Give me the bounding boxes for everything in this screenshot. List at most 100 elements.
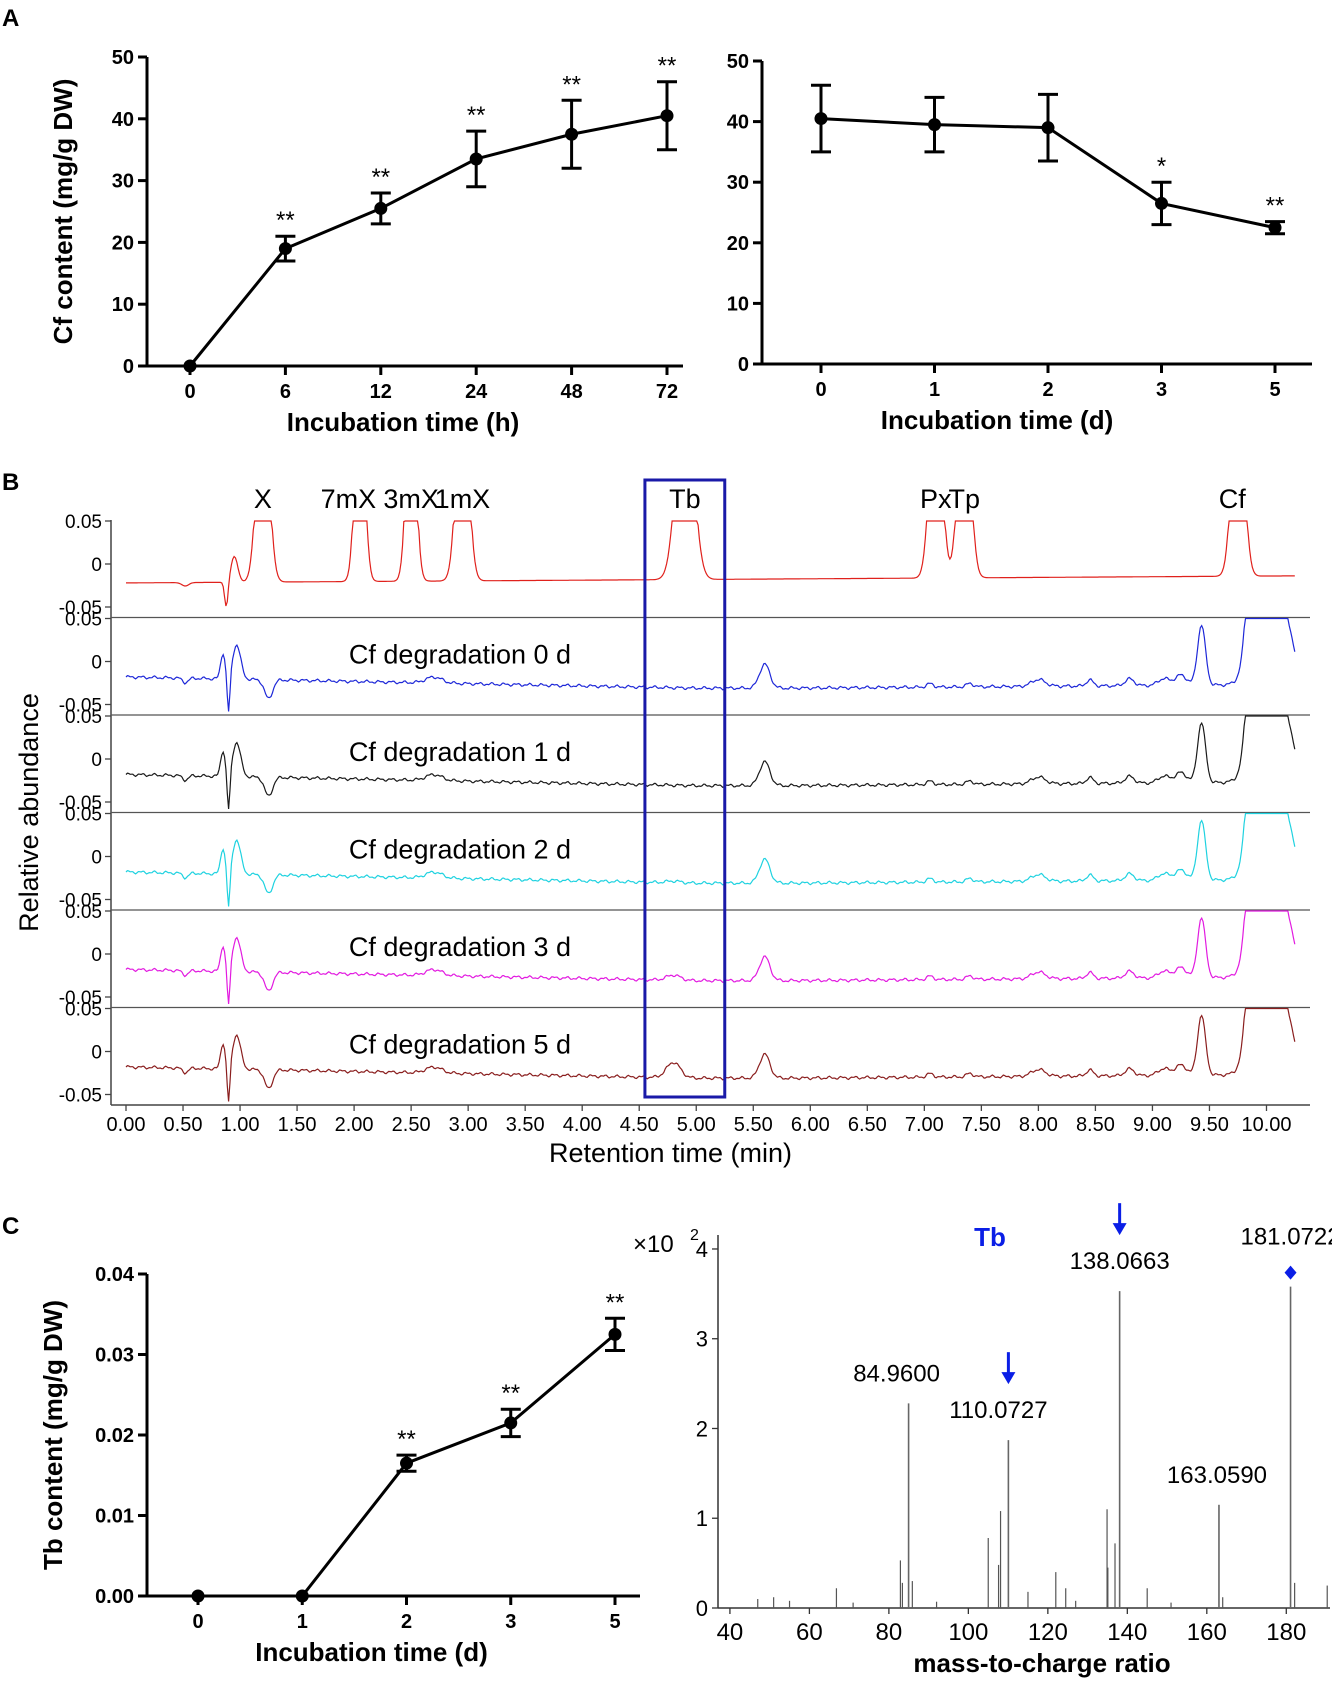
peak-mz-label: 110.0727 (949, 1397, 1047, 1424)
x-tick-label: 6.00 (791, 1114, 830, 1136)
data-point (191, 1589, 205, 1603)
data-point (1041, 121, 1055, 135)
y-tick-label: 1 (696, 1506, 708, 1531)
x-tick-label: 80 (876, 1619, 903, 1646)
data-point (504, 1416, 518, 1430)
y-tick-label: 0.02 (95, 1425, 134, 1447)
significance-mark: ** (501, 1380, 520, 1407)
x-tick-label: 5.00 (677, 1114, 716, 1136)
y-tick-label: 0 (91, 653, 102, 674)
y-axis-title: Relative abundance (14, 693, 44, 932)
data-point (928, 118, 941, 132)
spectrum-title: Tb (974, 1222, 1006, 1252)
significance-mark: ** (371, 164, 390, 191)
chromatogram-trace (125, 617, 1296, 712)
chromatogram-trace (125, 910, 1296, 1004)
y-tick-label: 0.05 (65, 707, 102, 728)
x-tick-label: 40 (717, 1619, 744, 1646)
x-tick-label: 72 (656, 381, 678, 403)
x-tick-label: 8.00 (1019, 1114, 1058, 1136)
x-tick-label: 5 (609, 1611, 620, 1633)
x-tick-label: 0 (815, 379, 826, 401)
y-tick-label: 4 (696, 1237, 708, 1262)
peak-label: 3mX (383, 484, 439, 514)
peak-label: X (254, 484, 272, 514)
significance-mark: ** (276, 207, 295, 234)
y-tick-label: 0.04 (95, 1264, 135, 1286)
y-multiplier: ×10 (633, 1231, 674, 1258)
data-point (278, 242, 292, 256)
x-tick-label: 9.50 (1190, 1114, 1229, 1136)
data-point (400, 1456, 413, 1470)
x-tick-label: 60 (796, 1619, 823, 1646)
data-point (183, 359, 197, 373)
y-tick-label: 0 (91, 945, 102, 966)
x-tick-label: 3.00 (449, 1114, 488, 1136)
highlight-box (643, 478, 727, 1099)
y-tick-label: 0 (91, 750, 102, 771)
data-point (1155, 196, 1168, 210)
y-tick-label: -0.05 (59, 793, 102, 814)
significance-mark: ** (606, 1289, 625, 1316)
chart-a1-cf-accumulation: 0 10 20 30 40 50 0 6 12 24 48 72 ** ** ** ** ** Incubatio… (48, 47, 683, 437)
peak-mz-label: 181.0722 (1240, 1224, 1332, 1251)
data-point (565, 127, 579, 141)
x-tick-label: 9.00 (1133, 1114, 1172, 1136)
y-tick-label: 40 (112, 109, 134, 131)
peak-mz-label: 84.9600 (853, 1360, 940, 1387)
y-tick-label: -0.05 (59, 988, 102, 1009)
significance-mark: ** (397, 1426, 416, 1453)
chart-c2-mass-spectrum: 0 1 2 3 4 40 60 80 100 120 140 160 180 mass-to-charge… (633, 1203, 1332, 1678)
significance-mark: ** (1266, 193, 1285, 220)
x-tick-label: 1 (297, 1611, 308, 1633)
peak-label: Px (920, 484, 952, 514)
x-tick-label: 160 (1187, 1619, 1227, 1646)
y-tick-label: 0.05 (65, 1000, 102, 1021)
y-tick-label: 20 (727, 233, 749, 255)
y-tick-label: 30 (727, 172, 749, 194)
x-tick-label: 7.00 (905, 1114, 944, 1136)
x-tick-label: 48 (560, 381, 582, 403)
data-point (374, 201, 388, 215)
x-tick-label: 6 (280, 381, 291, 403)
y-tick-label: -0.05 (59, 1086, 102, 1107)
y-tick-label: 30 (112, 171, 134, 193)
chromatogram-trace (125, 715, 1296, 809)
x-tick-label: 12 (370, 381, 392, 403)
x-tick-label: 1 (929, 379, 940, 401)
chromatogram-trace (126, 520, 1295, 607)
x-tick-label: 1.00 (221, 1114, 260, 1136)
significance-mark: ** (562, 71, 581, 98)
y-tick-label: 0.05 (65, 805, 102, 826)
panel-label-c: C (2, 1213, 19, 1240)
y-tick-label: 0 (123, 356, 134, 378)
x-tick-label: 2.00 (335, 1114, 374, 1136)
trace-label: Cf degradation 1 d (349, 737, 571, 767)
x-axis-title: mass-to-charge ratio (913, 1648, 1170, 1678)
x-tick-label: 120 (1028, 1619, 1068, 1646)
x-tick-label: 3 (1156, 379, 1167, 401)
x-tick-label: 2 (401, 1611, 412, 1633)
x-tick-label: 4.00 (563, 1114, 602, 1136)
x-tick-label: 140 (1107, 1619, 1147, 1646)
peak-mz-label: 163.0590 (1167, 1462, 1267, 1489)
series-line (188, 114, 668, 367)
y-tick-label: -0.05 (59, 598, 102, 619)
significance-mark: * (1157, 153, 1166, 180)
x-tick-label: 4.50 (620, 1114, 659, 1136)
y-tick-label: 10 (727, 293, 749, 315)
trace-label: Cf degradation 0 d (349, 640, 571, 670)
y-tick-label: 40 (727, 112, 749, 134)
x-tick-label: 5 (1269, 379, 1280, 401)
panel-label-b: B (2, 469, 19, 496)
y-axis-title: Cf content (mg/g DW) (48, 79, 78, 345)
y-tick-label: 0 (91, 848, 102, 869)
arrow-head-icon (1001, 1372, 1016, 1385)
arrow-head-icon (1112, 1223, 1127, 1236)
peak-label: 1mX (435, 484, 491, 514)
x-axis-title: Incubation time (h) (287, 407, 520, 437)
y-tick-label: -0.05 (59, 891, 102, 912)
y-tick-label: 0 (696, 1596, 708, 1621)
diamond-marker-icon (1284, 1265, 1297, 1280)
